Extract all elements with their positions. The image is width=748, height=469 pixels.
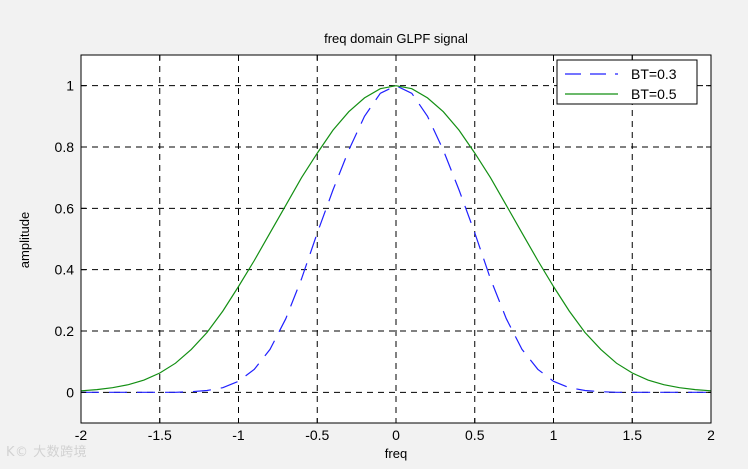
series-lines <box>80 85 712 393</box>
series-line-bt05 <box>80 85 712 392</box>
plot-area <box>81 55 711 423</box>
y-tick-label: 0.2 <box>55 323 75 339</box>
y-tick-label: 0.8 <box>55 139 75 155</box>
x-tick-label: 2 <box>707 427 715 443</box>
x-tick-label: -2 <box>75 427 88 443</box>
y-tick-label: 0.6 <box>55 200 75 216</box>
x-tick-label: 1.5 <box>623 427 643 443</box>
x-axis-label: freq <box>385 446 407 461</box>
x-tick-label: 0 <box>392 427 400 443</box>
legend-label-bt05: BT=0.5 <box>631 86 677 102</box>
y-tick-label: 0.4 <box>55 262 75 278</box>
watermark-logo: K© 大数跨境 <box>6 445 88 460</box>
y-tick-label: 1 <box>66 78 74 94</box>
x-tick-label: -1.5 <box>148 427 172 443</box>
chart-title: freq domain GLPF signal <box>324 31 468 46</box>
axis-ticks: -2 -1.5 -1 -0.5 0 0.5 1 1.5 2 0 0.2 0.4 0.6 0.8 1 <box>55 55 715 443</box>
x-tick-label: 0.5 <box>465 427 485 443</box>
x-tick-label: -1 <box>232 427 245 443</box>
legend: BT=0.3 BT=0.5 <box>556 59 698 105</box>
x-tick-label: -0.5 <box>305 427 329 443</box>
y-tick-label: 0 <box>66 384 74 400</box>
legend-box <box>556 59 698 105</box>
grid <box>80 55 712 423</box>
x-tick-label: 1 <box>550 427 558 443</box>
legend-label-bt03: BT=0.3 <box>631 66 677 82</box>
series-line-bt03 <box>81 85 711 393</box>
y-axis-label: amplitude <box>17 212 32 268</box>
